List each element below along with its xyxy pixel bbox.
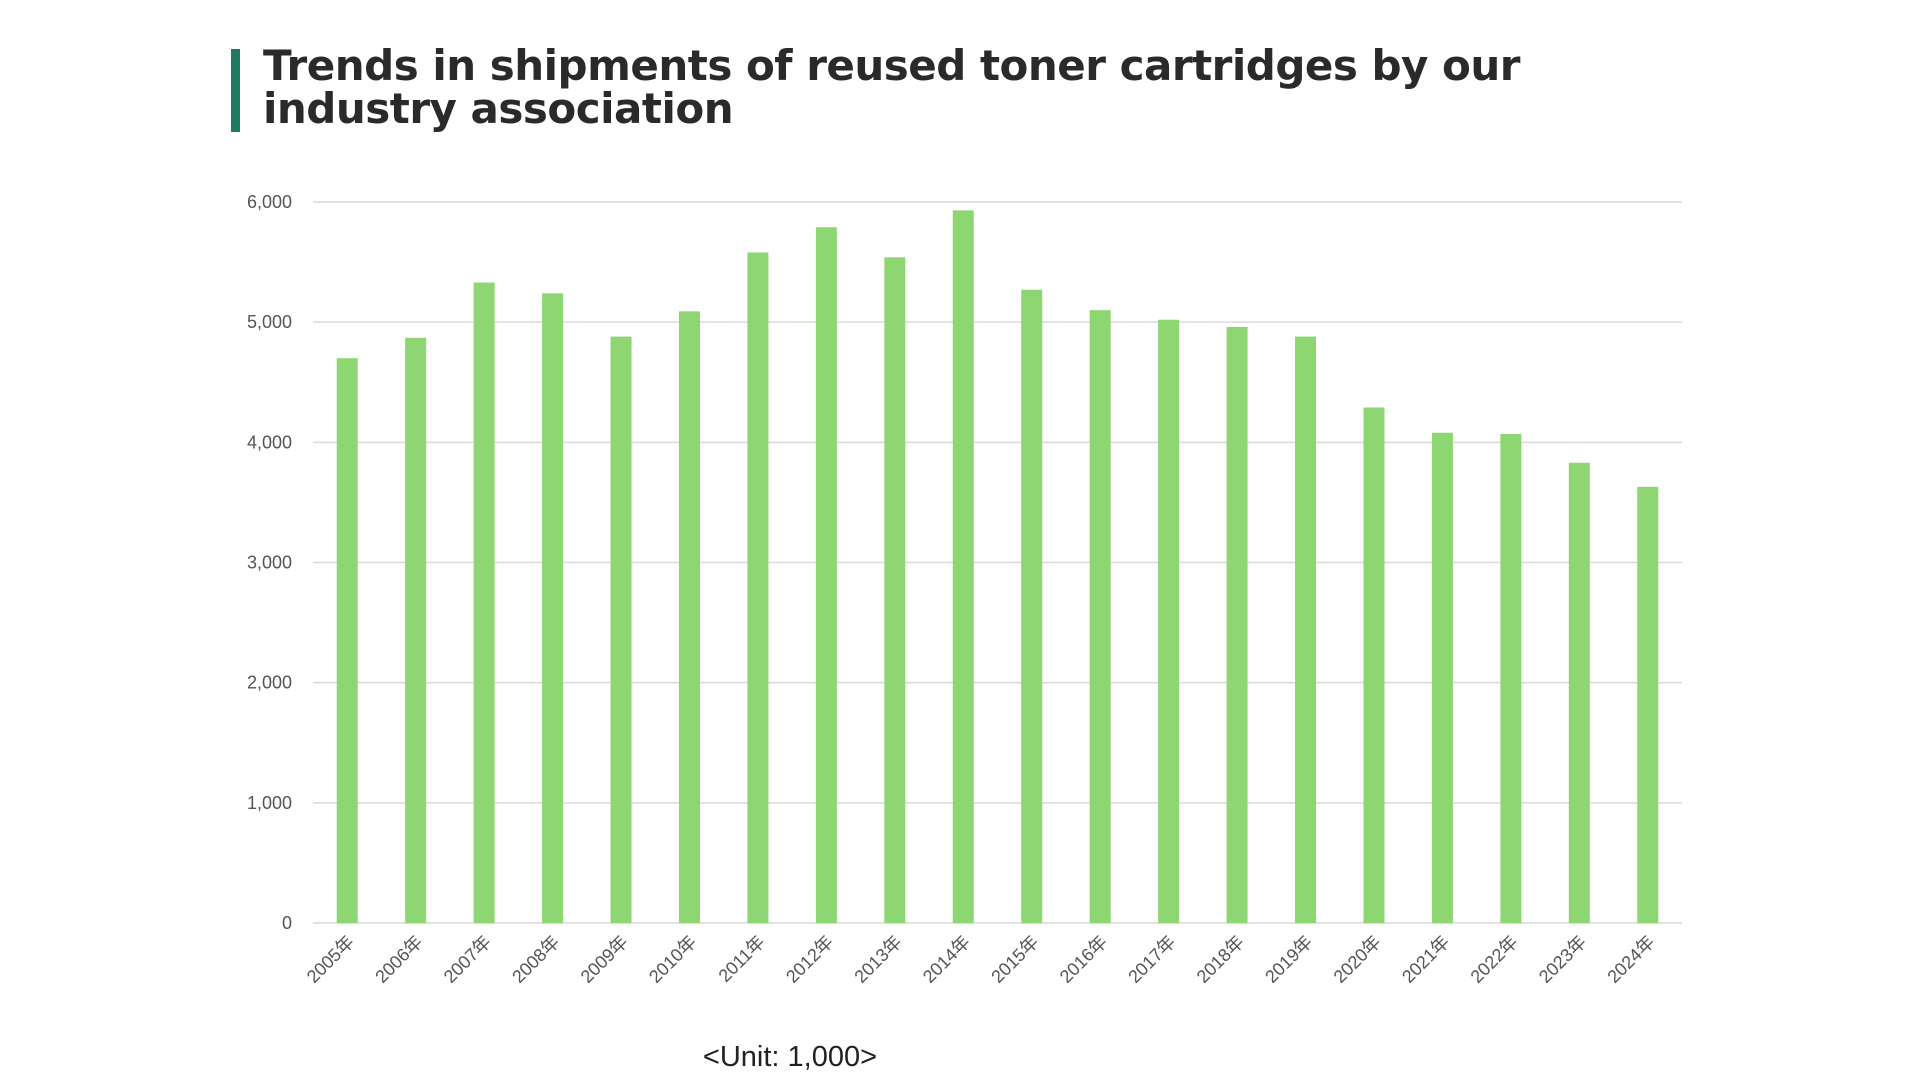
bar: [1568, 462, 1590, 923]
bar: [1637, 486, 1659, 923]
x-tick-label: 2017年: [1124, 932, 1179, 987]
unit-note: <Unit: 1,000>: [702, 1041, 878, 1073]
bar: [542, 293, 564, 923]
bar: [1431, 432, 1453, 923]
x-tick-label: 2013年: [850, 932, 905, 987]
x-tick-label: 2019年: [1261, 932, 1316, 987]
y-tick-label: 5,000: [247, 312, 292, 332]
x-axis-tick-labels: 2005年 2006年 2007年 2008年 2009年 2010年 2011年 2012年…: [303, 932, 1659, 987]
bar: [747, 252, 769, 924]
bar: [952, 210, 974, 923]
x-tick-label: 2007年: [440, 932, 495, 987]
bar: [1363, 407, 1385, 923]
bar: [405, 337, 427, 923]
x-tick-label: 2016年: [1056, 932, 1111, 987]
y-tick-label: 0: [282, 913, 292, 933]
x-tick-label: 2014年: [919, 932, 974, 987]
bar: [1500, 433, 1522, 923]
x-tick-label: 2024年: [1603, 932, 1658, 987]
x-tick-label: 2022年: [1467, 932, 1522, 987]
bar: [610, 336, 632, 923]
y-tick-label: 4,000: [247, 432, 292, 452]
bar: [1226, 326, 1248, 923]
bar: [1158, 319, 1180, 924]
x-tick-label: 2009年: [577, 932, 632, 987]
x-tick-label: 2018年: [1193, 932, 1248, 987]
x-tick-label: 2006年: [371, 932, 426, 987]
y-tick-label: 6,000: [247, 192, 292, 212]
x-tick-label: 2015年: [987, 932, 1042, 987]
x-tick-label: 2005年: [303, 932, 358, 987]
title-accent-bar: [231, 49, 240, 132]
bar: [1089, 310, 1111, 923]
grid-lines: [313, 201, 1682, 924]
bars: [336, 210, 1659, 924]
bar: [1295, 336, 1317, 923]
x-tick-label: 2023年: [1535, 932, 1590, 987]
bar: [815, 227, 837, 924]
bar: [884, 257, 906, 923]
x-tick-label: 2008年: [508, 932, 563, 987]
bar: [678, 311, 700, 923]
x-tick-label: 2011年: [715, 932, 769, 986]
chart-title: Trends in shipments of reused toner cart…: [263, 41, 1521, 133]
bar: [473, 282, 495, 923]
y-tick-label: 1,000: [247, 793, 292, 813]
x-tick-label: 2012年: [782, 932, 837, 987]
y-axis-tick-labels: 0 1,000 2,000 3,000 4,000 5,000 6,000: [247, 192, 292, 933]
y-tick-label: 3,000: [247, 553, 292, 573]
x-tick-label: 2020年: [1330, 932, 1385, 987]
bar: [1021, 289, 1043, 923]
x-tick-label: 2021年: [1398, 932, 1453, 987]
x-tick-label: 2010年: [645, 932, 700, 987]
bar: [336, 358, 358, 923]
y-tick-label: 2,000: [247, 673, 292, 693]
